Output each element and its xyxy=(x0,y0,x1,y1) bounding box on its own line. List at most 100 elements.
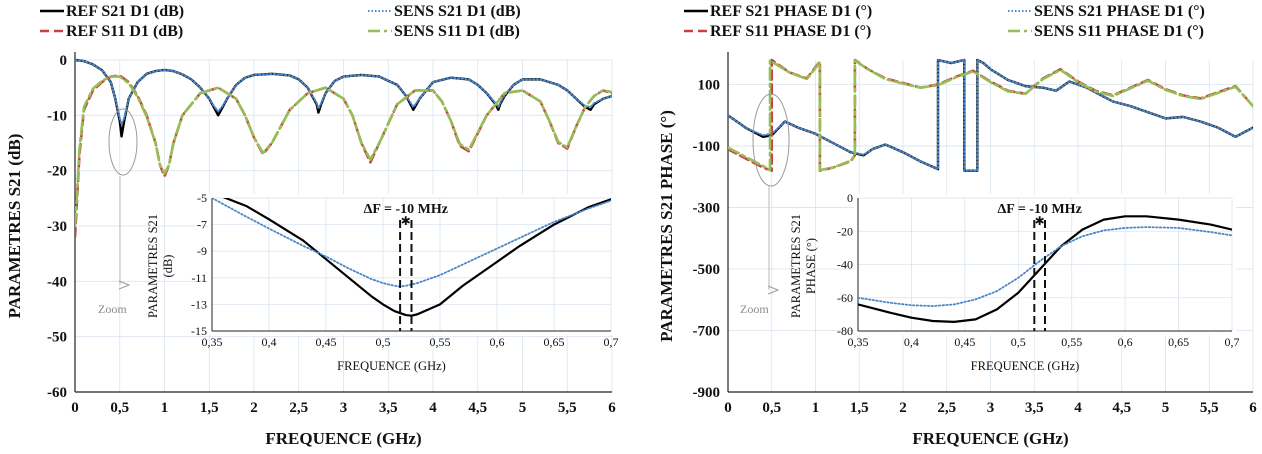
y-tick-label: -300 xyxy=(693,201,721,217)
inset-y-tick-label: -80 xyxy=(837,324,853,338)
inset-y-tick-label: -60 xyxy=(837,291,853,305)
inset-series-line-ref-s21-d1-db- xyxy=(222,198,611,317)
legend-entry: SENS S11 D1 (dB) xyxy=(394,23,520,40)
inset-y-tick-label: -15 xyxy=(191,324,207,338)
x-tick-label: 2 xyxy=(250,400,258,416)
x-tick-label: 3,5 xyxy=(1025,400,1044,416)
series-group xyxy=(728,58,1253,172)
inset-y-axis-title-line2: (dB) xyxy=(161,255,175,278)
legend-entry: REF S21 PHASE D1 (°) xyxy=(710,3,872,20)
x-tick-label: 5 xyxy=(1162,400,1170,416)
inset-y-tick-label: -5 xyxy=(197,191,207,205)
inset-x-tick-label: 0,45 xyxy=(954,335,975,349)
y-axis-title: PARAMETRES S21 (dB) xyxy=(5,134,24,319)
y-tick-label: -900 xyxy=(693,385,721,401)
chart-1: 0 0,5 1 1,5 2 2,5 3 3,5 4 4,5 5 5,5 6 0 -10 -20 -30 -40 -5… xyxy=(5,3,619,448)
inset-y-axis-title-line2: PHASE (°) xyxy=(804,238,818,294)
inset-x-tick-label: 0,7 xyxy=(1225,335,1240,349)
inset-x-axis-title: FREQUENCE (GHz) xyxy=(337,359,446,373)
inset-y-tick-label: -11 xyxy=(191,271,207,285)
x-tick-label: 5,5 xyxy=(1200,400,1219,416)
inset-series-line-ref-s21-phase-d1- xyxy=(858,215,1232,323)
y-tick-label: -30 xyxy=(47,219,67,235)
x-tick-label: 2 xyxy=(899,400,907,416)
x-axis-title: FREQUENCE (GHz) xyxy=(265,429,421,448)
series-group xyxy=(75,58,612,239)
y-tick-label: -500 xyxy=(693,262,721,278)
legend-entry: SENS S21 PHASE D1 (°) xyxy=(1034,3,1205,20)
legend-entry: REF S11 D1 (dB) xyxy=(66,23,183,40)
x-tick-label: 2,5 xyxy=(937,400,956,416)
zoom-arrow xyxy=(118,280,131,290)
y-tick-label: -700 xyxy=(693,324,721,340)
y-tick-label: -50 xyxy=(47,330,67,346)
x-tick-label: 5 xyxy=(519,400,527,416)
series-line-sens-s11-phase-d1- xyxy=(728,59,1253,172)
x-tick-label: 0 xyxy=(71,400,79,416)
x-tick-label: 6 xyxy=(608,400,616,416)
inset-series-line-sens-s21-phase-d1- xyxy=(858,226,1232,307)
x-tick-label: 6 xyxy=(1249,400,1257,416)
inset-y-tick-label: -20 xyxy=(837,224,853,238)
inset-x-tick-label: 0,6 xyxy=(490,335,505,349)
inset-x-tick-label: 0,45 xyxy=(316,335,337,349)
zoom-ellipse xyxy=(752,93,790,187)
inset-y-tick-label: -40 xyxy=(837,258,853,272)
x-tick-label: 4 xyxy=(1074,400,1082,416)
inset-x-tick-label: 0,65 xyxy=(1168,335,1189,349)
y-tick-label: -40 xyxy=(47,274,67,290)
legend-entry: SENS S11 PHASE D1 (°) xyxy=(1034,23,1204,40)
inset-y-axis-title-line1: PARAMETRES S21 xyxy=(146,214,160,318)
x-tick-label: 1,5 xyxy=(200,400,219,416)
inset-x-tick-label: 0,35 xyxy=(202,335,223,349)
y-tick-label: 0 xyxy=(60,53,68,69)
series-line-sens-s21-phase-d1- xyxy=(728,59,1253,172)
x-tick-label: 3 xyxy=(340,400,348,416)
x-axis-title: FREQUENCE (GHz) xyxy=(912,429,1068,448)
x-tick-label: 3 xyxy=(987,400,995,416)
inset-series-group xyxy=(858,215,1232,323)
y-tick-label: -100 xyxy=(693,139,721,155)
inset-x-tick-label: 0,55 xyxy=(430,335,451,349)
inset-x-tick-label: 0,6 xyxy=(1118,335,1133,349)
inset-x-tick-label: 0,65 xyxy=(544,335,565,349)
inset-x-tick-label: 0,7 xyxy=(604,335,619,349)
x-tick-label: 1 xyxy=(812,400,820,416)
inset-x-tick-label: 0,5 xyxy=(1011,335,1026,349)
delta-f-annotation: ΔF = -10 MHz xyxy=(364,202,448,217)
y-tick-label: 100 xyxy=(698,78,721,94)
delta-f-star-icon: ✱ xyxy=(1035,214,1045,228)
zoom-label: Zoom xyxy=(740,302,769,316)
inset-plot: 0,35 0,4 0,45 0,5 0,55 0,6 0,65 0,7 -5 -7 -9 -11 -13… xyxy=(146,191,619,373)
y-tick-label: -20 xyxy=(47,164,67,180)
x-tick-label: 5,5 xyxy=(558,400,577,416)
chart-2: 0 0,5 1 1,5 2 2,5 3 3,5 4 4,5 5 5,5 6 100 -100 -300 -500… xyxy=(657,3,1257,448)
y-tick-label: -10 xyxy=(47,108,67,124)
legend-entry: SENS S21 D1 (dB) xyxy=(394,3,521,20)
inset-x-tick-label: 0,5 xyxy=(376,335,391,349)
inset-x-tick-label: 0,4 xyxy=(262,335,277,349)
inset-y-tick-label: -13 xyxy=(191,297,207,311)
x-tick-label: 4 xyxy=(429,400,437,416)
legend-entry: REF S11 PHASE D1 (°) xyxy=(710,23,871,40)
inset-y-tick-label: -7 xyxy=(197,218,207,232)
zoom-arrow xyxy=(767,285,780,295)
series-line-sens-s21-d1-db- xyxy=(75,59,612,126)
inset-y-axis-title-line1: PARAMETRES S21 xyxy=(789,214,803,318)
x-tick-label: 1,5 xyxy=(850,400,869,416)
inset-x-axis-title: FREQUENCE (GHz) xyxy=(971,359,1080,373)
x-tick-label: 0,5 xyxy=(110,400,129,416)
y-axis-title: PARAMETRES S21 PHASE (°) xyxy=(657,110,676,342)
delta-f-annotation: ΔF = -10 MHz xyxy=(998,202,1082,217)
x-tick-label: 1 xyxy=(161,400,169,416)
y-tick-label: -60 xyxy=(47,385,67,401)
x-tick-label: 4,5 xyxy=(1112,400,1131,416)
inset-x-tick-label: 0,35 xyxy=(848,335,869,349)
x-tick-label: 0 xyxy=(724,400,732,416)
series-line-sens-s11-d1-db- xyxy=(75,75,612,228)
inset-x-tick-label: 0,55 xyxy=(1061,335,1082,349)
x-tick-label: 4,5 xyxy=(468,400,487,416)
inset-plot: 0,35 0,4 0,45 0,5 0,55 0,6 0,65 0,7 0 -20 -40 -60 -8… xyxy=(789,191,1240,373)
x-tick-label: 0,5 xyxy=(762,400,781,416)
